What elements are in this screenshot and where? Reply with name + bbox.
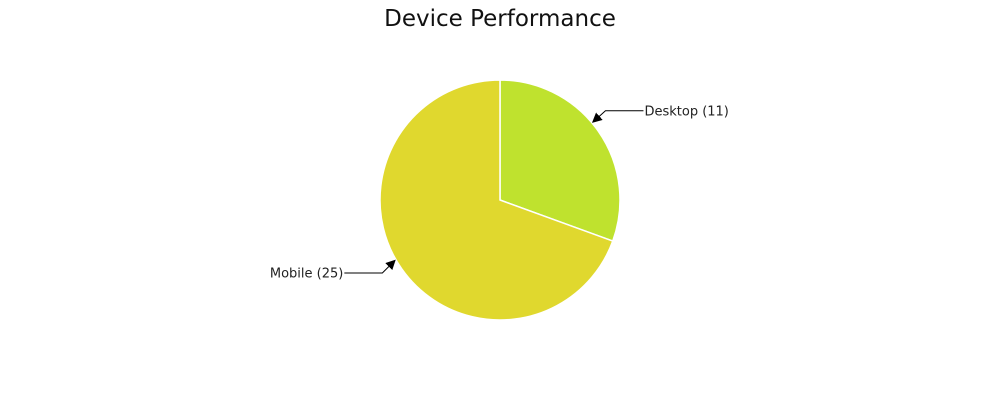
chart-title: Device Performance <box>384 6 616 32</box>
pie-slice-desktop[interactable] <box>499 79 621 243</box>
pie-slices <box>379 79 621 321</box>
pie-slice-mobile[interactable] <box>379 79 614 321</box>
label-leader-mobile <box>344 259 396 274</box>
pie-labels: Desktop (11) Mobile (25) <box>270 104 729 281</box>
slice-label-desktop: Desktop (11) <box>644 104 728 119</box>
label-leader-desktop <box>591 110 644 123</box>
slice-label-mobile: Mobile (25) <box>270 267 343 282</box>
